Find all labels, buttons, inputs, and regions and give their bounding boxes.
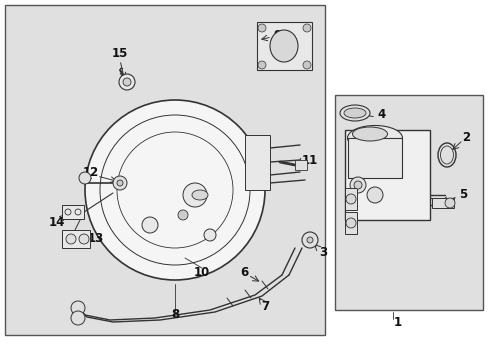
Circle shape	[79, 172, 91, 184]
Text: 1: 1	[393, 315, 401, 328]
Circle shape	[258, 61, 265, 69]
Circle shape	[203, 229, 216, 241]
Circle shape	[306, 237, 312, 243]
Bar	[347, 138, 401, 178]
Bar	[345, 130, 429, 220]
Text: 14: 14	[49, 216, 65, 229]
Text: 10: 10	[193, 266, 210, 279]
Circle shape	[303, 61, 310, 69]
Text: 11: 11	[301, 153, 318, 166]
Bar	[62, 230, 90, 248]
Circle shape	[302, 232, 317, 248]
Circle shape	[71, 301, 85, 315]
Circle shape	[79, 234, 89, 244]
Circle shape	[142, 217, 158, 233]
Text: 6: 6	[240, 266, 247, 279]
Bar	[294, 160, 306, 170]
Circle shape	[346, 218, 355, 228]
Circle shape	[258, 24, 265, 32]
Circle shape	[353, 181, 361, 189]
Circle shape	[366, 187, 382, 203]
Circle shape	[346, 194, 355, 204]
Circle shape	[113, 176, 127, 190]
Bar	[334, 95, 482, 310]
Circle shape	[183, 183, 206, 207]
Text: 13: 13	[88, 231, 104, 244]
Text: 5: 5	[458, 188, 466, 201]
Text: 4: 4	[377, 108, 386, 121]
Bar	[345, 212, 356, 234]
Text: 2: 2	[461, 131, 469, 144]
Ellipse shape	[339, 105, 369, 121]
Circle shape	[71, 311, 85, 325]
Text: 7: 7	[261, 301, 268, 314]
Ellipse shape	[347, 126, 402, 150]
Bar	[62, 205, 84, 219]
Ellipse shape	[352, 127, 386, 141]
Text: 12: 12	[82, 166, 99, 179]
Circle shape	[349, 177, 365, 193]
Text: 15: 15	[112, 46, 128, 59]
Text: 9: 9	[273, 28, 282, 41]
Bar	[345, 188, 356, 210]
Bar	[257, 22, 311, 70]
Circle shape	[303, 24, 310, 32]
Circle shape	[119, 74, 135, 90]
Bar	[5, 5, 325, 335]
Ellipse shape	[343, 108, 365, 118]
Bar	[244, 135, 269, 190]
Text: 3: 3	[318, 246, 326, 258]
Circle shape	[444, 198, 454, 208]
Circle shape	[66, 234, 76, 244]
Ellipse shape	[269, 30, 297, 62]
Ellipse shape	[192, 190, 207, 200]
Circle shape	[85, 100, 264, 280]
Text: 8: 8	[170, 307, 179, 320]
Bar	[431, 198, 453, 208]
Circle shape	[178, 210, 187, 220]
Circle shape	[117, 180, 123, 186]
Circle shape	[123, 78, 131, 86]
